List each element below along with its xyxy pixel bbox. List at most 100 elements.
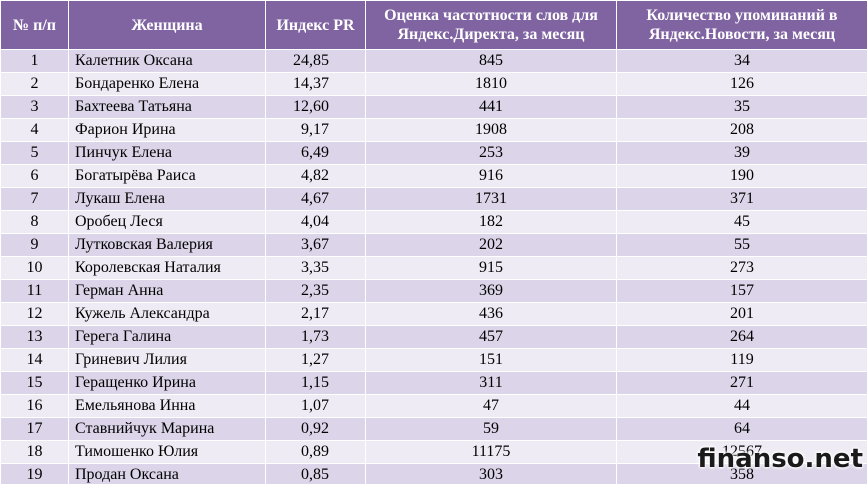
cell-name: Лутковская Валерия [68,233,266,257]
cell-pr-index: 2,17 [265,302,366,326]
table-row: 12 Кужель Александра 2,17 436 201 [0,302,867,326]
table-row: 4 Фарион Ирина 9,17 1908 208 [0,118,867,142]
cell-news-mentions: 44 [616,394,867,418]
table-row: 2 Бондаренко Елена 14,37 1810 126 [0,72,867,96]
cell-pr-index: 24,85 [265,49,366,73]
table-row: 7 Лукаш Елена 4,67 1731 371 [0,187,867,211]
cell-direct-frequency: 441 [365,95,617,119]
cell-pr-index: 1,15 [265,371,366,395]
cell-direct-frequency: 1731 [365,187,617,211]
table-row: 15 Геращенко Ирина 1,15 311 271 [0,371,867,395]
cell-direct-frequency: 253 [365,141,617,165]
table-row: 19 Продан Оксана 0,85 303 358 [0,463,867,484]
cell-name: Тимошенко Юлия [68,440,266,464]
cell-direct-frequency: 151 [365,348,617,372]
cell-direct-frequency: 303 [365,463,617,484]
cell-number: 3 [0,95,69,119]
cell-number: 1 [0,49,69,73]
cell-name: Оробец Леся [68,210,266,234]
cell-name: Пинчук Елена [68,141,266,165]
header-yandex-news-mentions: Количество упоминаний в Яндекс.Новости, … [616,0,867,50]
cell-number: 19 [0,463,69,484]
cell-pr-index: 4,67 [265,187,366,211]
cell-number: 10 [0,256,69,280]
table-row: 5 Пинчук Елена 6,49 253 39 [0,141,867,165]
cell-pr-index: 4,04 [265,210,366,234]
cell-news-mentions: 34 [616,49,867,73]
cell-pr-index: 9,17 [265,118,366,142]
cell-news-mentions: 35 [616,95,867,119]
table-row: 8 Оробец Леся 4,04 182 45 [0,210,867,234]
cell-number: 16 [0,394,69,418]
cell-name: Продан Оксана [68,463,266,484]
cell-name: Геращенко Ирина [68,371,266,395]
cell-pr-index: 2,35 [265,279,366,303]
cell-news-mentions: 273 [616,256,867,280]
table-row: 10 Королевская Наталия 3,35 915 273 [0,256,867,280]
cell-news-mentions: 358 [616,463,867,484]
cell-news-mentions: 39 [616,141,867,165]
table-row: 11 Герман Анна 2,35 369 157 [0,279,867,303]
cell-number: 11 [0,279,69,303]
table-row: 13 Герега Галина 1,73 457 264 [0,325,867,349]
cell-number: 8 [0,210,69,234]
header-number: № п/п [0,0,69,50]
cell-name: Герега Галина [68,325,266,349]
cell-news-mentions: 55 [616,233,867,257]
table-row: 1 Калетник Оксана 24,85 845 34 [0,49,867,73]
cell-pr-index: 0,85 [265,463,366,484]
cell-name: Королевская Наталия [68,256,266,280]
cell-direct-frequency: 915 [365,256,617,280]
cell-news-mentions: 208 [616,118,867,142]
cell-number: 15 [0,371,69,395]
cell-news-mentions: 264 [616,325,867,349]
cell-pr-index: 3,67 [265,233,366,257]
cell-number: 14 [0,348,69,372]
cell-news-mentions: 12567 [616,440,867,464]
table-row: 16 Емельянова Инна 1,07 47 44 [0,394,867,418]
table-header: № п/п Женщина Индекс PR Оценка частотнос… [0,0,867,50]
cell-direct-frequency: 845 [365,49,617,73]
cell-pr-index: 1,07 [265,394,366,418]
cell-pr-index: 0,89 [265,440,366,464]
table-row: 14 Гриневич Лилия 1,27 151 119 [0,348,867,372]
cell-pr-index: 4,82 [265,164,366,188]
cell-direct-frequency: 436 [365,302,617,326]
finanso-watermark: finanso.net [697,444,863,474]
table-row: 18 Тимошенко Юлия 0,89 11175 12567 [0,440,867,464]
table-row: 6 Богатырёва Раиса 4,82 916 190 [0,164,867,188]
table-body: 1 Калетник Оксана 24,85 845 34 2 Бондаренко Ел… [0,49,867,484]
cell-direct-frequency: 311 [365,371,617,395]
cell-number: 6 [0,164,69,188]
cell-name: Герман Анна [68,279,266,303]
cell-pr-index: 1,27 [265,348,366,372]
cell-name: Емельянова Инна [68,394,266,418]
cell-name: Кужель Александра [68,302,266,326]
cell-news-mentions: 201 [616,302,867,326]
cell-number: 17 [0,417,69,441]
cell-news-mentions: 64 [616,417,867,441]
cell-number: 4 [0,118,69,142]
cell-number: 5 [0,141,69,165]
cell-direct-frequency: 182 [365,210,617,234]
table-row: 9 Лутковская Валерия 3,67 202 55 [0,233,867,257]
cell-number: 9 [0,233,69,257]
cell-name: Бахтеева Татьяна [68,95,266,119]
cell-news-mentions: 45 [616,210,867,234]
cell-name: Богатырёва Раиса [68,164,266,188]
cell-direct-frequency: 11175 [365,440,617,464]
cell-direct-frequency: 47 [365,394,617,418]
cell-news-mentions: 271 [616,371,867,395]
cell-name: Гриневич Лилия [68,348,266,372]
cell-pr-index: 14,37 [265,72,366,96]
cell-number: 12 [0,302,69,326]
cell-direct-frequency: 369 [365,279,617,303]
cell-direct-frequency: 1908 [365,118,617,142]
cell-pr-index: 6,49 [265,141,366,165]
cell-number: 2 [0,72,69,96]
cell-name: Бондаренко Елена [68,72,266,96]
cell-number: 18 [0,440,69,464]
cell-news-mentions: 119 [616,348,867,372]
cell-pr-index: 1,73 [265,325,366,349]
